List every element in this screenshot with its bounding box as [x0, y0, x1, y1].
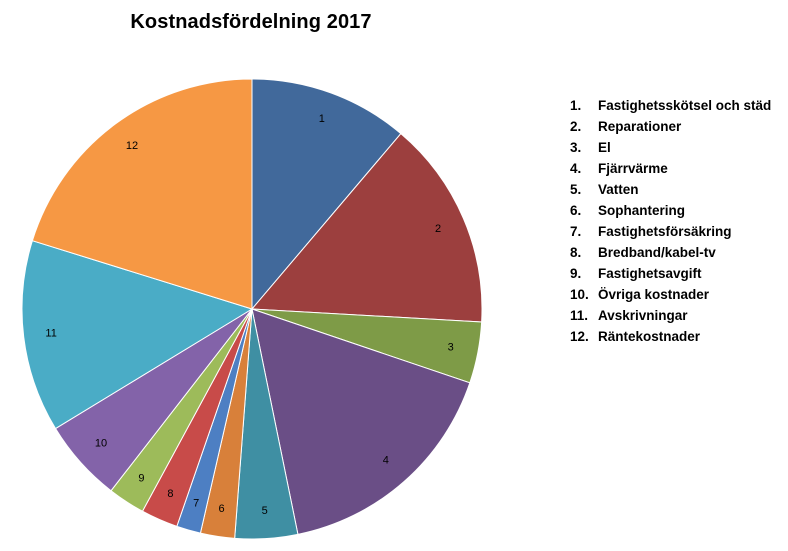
legend-item-label: Fastighetsskötsel och städ — [598, 98, 772, 113]
legend-item-5: 5. Vatten — [570, 179, 771, 200]
slice-data-label-4: 4 — [383, 455, 389, 467]
legend-item-label: Avskrivningar — [598, 308, 688, 323]
legend-item-label: Bredband/kabel-tv — [598, 245, 716, 260]
legend-item-7: 7. Fastighetsförsäkring — [570, 221, 771, 242]
legend-item-label: Sophantering — [598, 203, 685, 218]
slice-data-label-9: 9 — [138, 472, 144, 484]
legend-item-9: 9. Fastighetsavgift — [570, 263, 771, 284]
legend-item-number: 9. — [570, 266, 582, 281]
legend-item-2: 2. Reparationer — [570, 116, 771, 137]
legend-item-number: 11. — [570, 308, 589, 323]
legend-item-number: 3. — [570, 140, 582, 155]
legend-item-8: 8. Bredband/kabel-tv — [570, 242, 771, 263]
slice-data-label-11: 11 — [45, 328, 56, 340]
legend-item-6: 6. Sophantering — [570, 200, 771, 221]
slice-data-label-6: 6 — [219, 503, 225, 515]
legend-item-4: 4. Fjärrvärme — [570, 158, 771, 179]
slice-data-label-3: 3 — [448, 341, 454, 353]
slice-data-label-10: 10 — [95, 438, 107, 450]
legend-item-number: 10. — [570, 287, 589, 302]
legend: 1. Fastighetsskötsel och städ 2. Reparation… — [570, 95, 771, 347]
legend-item-label: Fjärrvärme — [598, 161, 668, 176]
legend-item-number: 5. — [570, 182, 582, 197]
legend-item-label: El — [598, 140, 611, 155]
pie-slice-12 — [31, 78, 253, 310]
legend-item-number: 1. — [570, 98, 582, 113]
legend-item-label: Räntekostnader — [598, 329, 701, 344]
pie-slice-1 — [251, 78, 402, 311]
legend-item-label: Fastighetsavgift — [598, 266, 702, 281]
legend-item-number: 12. — [570, 329, 589, 344]
legend-item-label: Fastighetsförsäkring — [598, 224, 732, 239]
legend-item-10: 10. Övriga kostnader — [570, 284, 771, 305]
legend-item-3: 3. El — [570, 137, 771, 158]
pie-slice-2 — [250, 132, 483, 323]
legend-item-11: 11. Avskrivningar — [570, 305, 771, 326]
pie-slice-4 — [251, 308, 471, 535]
legend-item-12: 12. Räntekostnader — [570, 326, 771, 347]
legend-item-number: 4. — [570, 161, 582, 176]
legend-item-number: 6. — [570, 203, 582, 218]
slice-data-label-5: 5 — [262, 505, 268, 517]
legend-item-label: Reparationer — [598, 119, 682, 134]
slice-data-label-1: 1 — [319, 113, 325, 125]
legend-item-label: Vatten — [598, 182, 639, 197]
legend-item-label: Övriga kostnader — [598, 287, 710, 302]
chart-title: Kostnadsfördelning 2017 — [130, 11, 372, 33]
slice-data-label-12: 12 — [126, 140, 138, 152]
pie-slice-11 — [21, 240, 254, 430]
slice-data-label-2: 2 — [435, 223, 441, 235]
legend-item-number: 2. — [570, 119, 582, 134]
legend-item-number: 7. — [570, 224, 582, 239]
legend-item-1: 1. Fastighetsskötsel och städ — [570, 95, 771, 116]
slice-data-label-8: 8 — [167, 488, 173, 500]
pie-slices — [21, 78, 483, 540]
legend-item-number: 8. — [570, 245, 582, 260]
slice-data-label-7: 7 — [193, 497, 199, 509]
